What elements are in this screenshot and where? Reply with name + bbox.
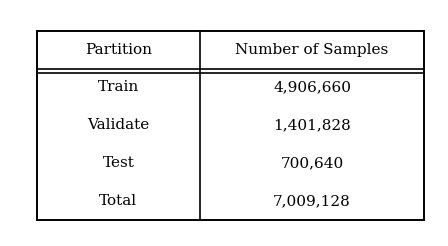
Text: Test: Test (103, 156, 134, 170)
Text: 1,401,828: 1,401,828 (273, 118, 351, 132)
Text: Train: Train (98, 80, 139, 94)
Text: Partition: Partition (85, 43, 152, 57)
Text: 7,009,128: 7,009,128 (273, 194, 351, 208)
Text: 4,906,660: 4,906,660 (273, 80, 351, 94)
Text: Total: Total (99, 194, 138, 208)
Text: 700,640: 700,640 (280, 156, 344, 170)
Text: Validate: Validate (87, 118, 150, 132)
Text: Number of Samples: Number of Samples (235, 43, 389, 57)
